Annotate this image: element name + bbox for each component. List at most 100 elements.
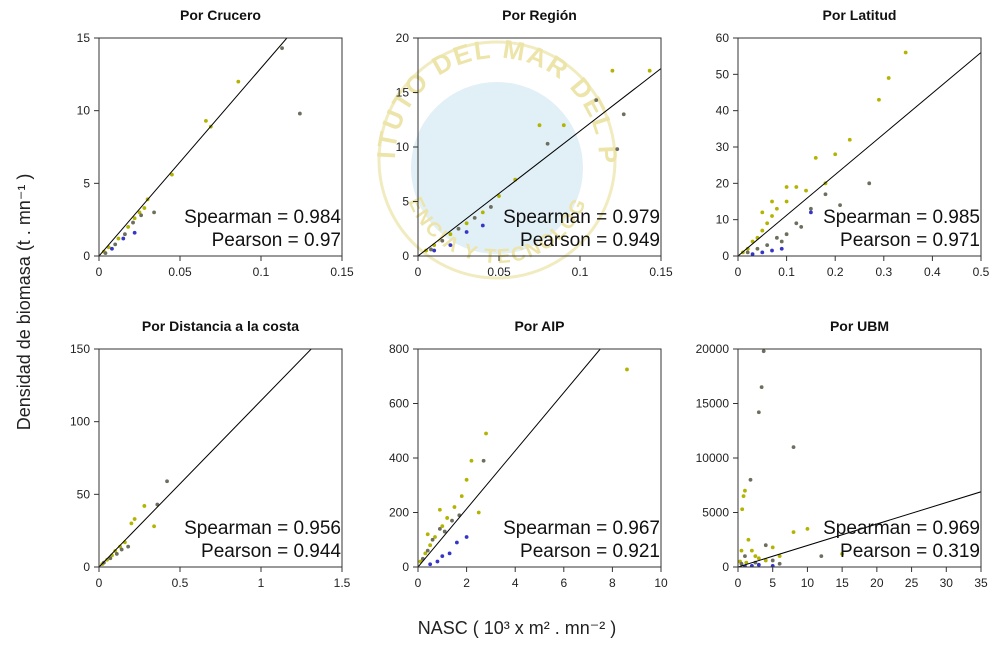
panel: Por Región 0 0.05 0.1 0.15 0 5 10 15 20 Spearman =… <box>396 7 673 279</box>
point <box>743 554 747 558</box>
point <box>755 246 760 251</box>
annotation: Pearson = 0.97 <box>212 230 341 251</box>
plot-frame <box>737 37 982 257</box>
annotation: Spearman = 0.985 <box>823 207 980 228</box>
plot-frame <box>417 37 662 257</box>
point <box>428 543 433 548</box>
point <box>423 551 428 556</box>
y-tick-label: 10 <box>396 140 410 154</box>
point <box>108 556 113 561</box>
point <box>280 46 284 51</box>
watermark-ring <box>377 40 617 280</box>
y-tick-label: 150 <box>70 342 90 356</box>
point <box>770 248 774 253</box>
point <box>469 458 474 463</box>
point <box>425 532 430 537</box>
y-tick-label: 40 <box>716 104 730 118</box>
plot-area <box>99 349 312 567</box>
x-tick-label: 30 <box>940 576 954 590</box>
x-tick-label: 25 <box>905 576 919 590</box>
y-tick-label: 15 <box>396 86 410 100</box>
point <box>756 410 761 415</box>
y-tick-label: 10000 <box>696 451 730 465</box>
point <box>886 76 891 80</box>
point <box>480 210 485 215</box>
point <box>425 548 430 553</box>
annotation: Pearson = 0.319 <box>840 541 980 562</box>
point <box>744 560 749 565</box>
point <box>430 537 435 542</box>
point <box>791 445 796 449</box>
point <box>610 68 615 73</box>
point <box>749 548 754 553</box>
y-tick-label: 5000 <box>702 506 729 520</box>
x-tick-label: 1.5 <box>334 576 351 590</box>
point <box>445 516 450 520</box>
panel-title: Por Región <box>502 7 577 23</box>
point <box>770 545 775 550</box>
point <box>126 544 131 549</box>
point <box>765 243 770 248</box>
point <box>745 246 750 251</box>
x-axis-label: NASC ( 10³ x m² . mn⁻² ) <box>418 618 617 638</box>
point <box>447 551 452 556</box>
point <box>647 68 652 73</box>
point <box>297 111 302 116</box>
point <box>152 210 156 215</box>
plot-frame <box>98 37 343 257</box>
point <box>770 558 775 563</box>
y-tick-label: 600 <box>389 397 409 411</box>
point <box>484 431 488 436</box>
point <box>448 232 453 237</box>
y-tick-label: 15000 <box>696 397 730 411</box>
point <box>594 98 599 103</box>
point <box>103 251 108 255</box>
point <box>833 152 838 157</box>
point <box>791 530 796 535</box>
y-tick-label: 0 <box>83 249 90 263</box>
point <box>456 226 461 231</box>
annotation: Spearman = 0.956 <box>184 518 341 539</box>
point <box>137 210 142 215</box>
point <box>779 246 784 251</box>
point <box>763 558 768 563</box>
fit-line <box>99 38 288 256</box>
point <box>132 517 137 521</box>
y-tick-label: 800 <box>389 342 409 356</box>
point <box>760 228 765 233</box>
point <box>497 194 501 198</box>
point <box>867 181 872 186</box>
x-tick-label: 0 <box>415 576 422 590</box>
point <box>903 50 908 55</box>
point <box>763 543 768 548</box>
point <box>561 123 566 128</box>
x-tick-label: 0.15 <box>330 265 354 279</box>
panel: Por Latitud 0 0.1 0.2 0.3 0.4 0.5 0 10 20 30 40 50 60… <box>716 7 990 279</box>
point <box>784 199 789 204</box>
point <box>756 556 761 561</box>
annotation: Pearson = 0.921 <box>520 541 660 562</box>
point <box>625 367 629 372</box>
y-tick-label: 0 <box>722 249 729 263</box>
point <box>545 141 550 146</box>
point <box>809 210 813 215</box>
point <box>236 79 241 84</box>
panel: Por Crucero 0 0.05 0.1 0.15 0 5 10 15 Spearman = … <box>77 7 354 279</box>
fit-line <box>99 349 312 567</box>
point <box>741 494 746 499</box>
point <box>116 236 121 241</box>
plot-area <box>99 38 302 256</box>
x-tick-label: 10 <box>801 576 815 590</box>
annotation: Spearman = 0.969 <box>823 518 980 539</box>
annotation: Pearson = 0.971 <box>840 230 980 251</box>
point <box>615 147 620 152</box>
point <box>459 494 464 499</box>
point <box>170 172 174 177</box>
point <box>113 242 118 247</box>
point <box>774 235 779 240</box>
y-tick-label: 50 <box>77 487 91 501</box>
x-tick-label: 0.2 <box>827 265 844 279</box>
point <box>784 232 789 237</box>
point <box>437 526 442 531</box>
point <box>819 554 824 558</box>
